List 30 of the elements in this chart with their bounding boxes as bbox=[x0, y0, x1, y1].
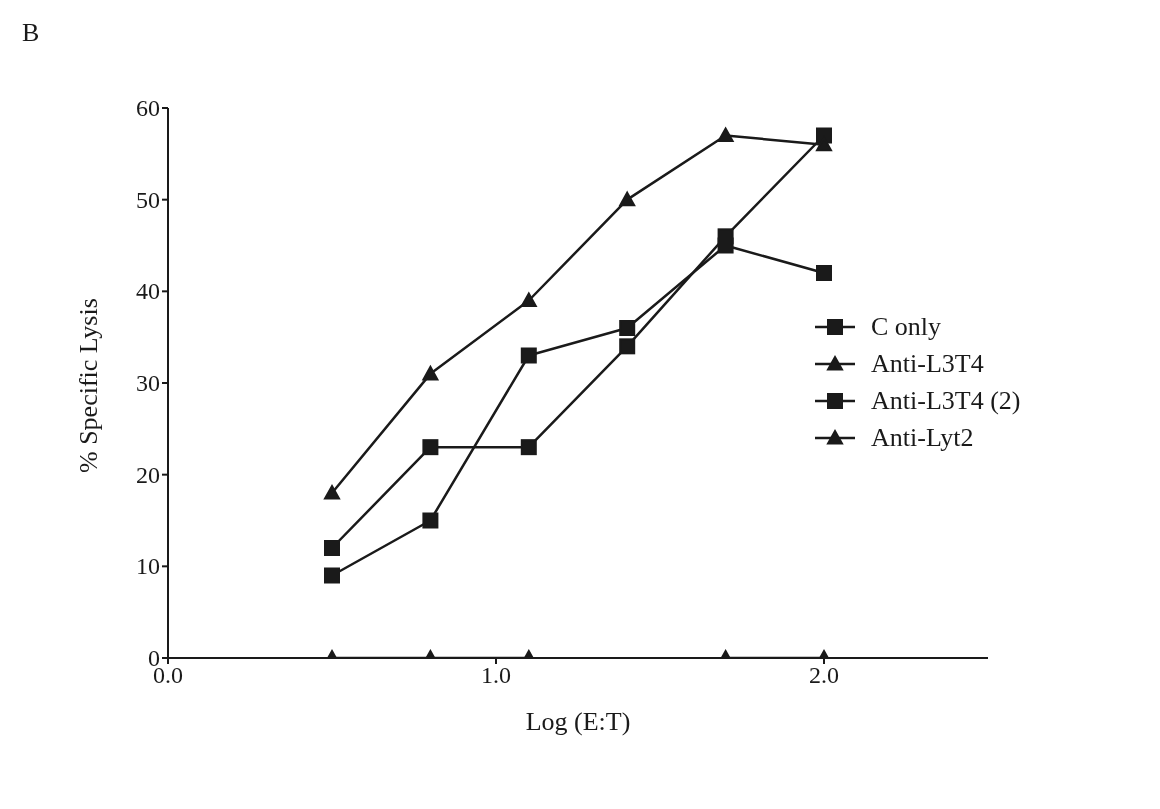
x-tick-label: 1.0 bbox=[481, 662, 511, 689]
point bbox=[816, 265, 832, 281]
point bbox=[324, 540, 340, 556]
legend-label: C only bbox=[871, 311, 942, 342]
y-tick-label: 20 bbox=[136, 461, 160, 488]
point bbox=[520, 292, 537, 308]
point bbox=[324, 567, 340, 584]
point bbox=[422, 439, 439, 456]
y-tick-label: 50 bbox=[136, 186, 160, 213]
x-tick-label: 2.0 bbox=[809, 662, 839, 689]
text: B bbox=[22, 18, 40, 48]
y-tick-label: 40 bbox=[136, 278, 160, 305]
point bbox=[619, 320, 636, 336]
point bbox=[422, 512, 439, 529]
point bbox=[520, 347, 537, 364]
legend-label: Anti-L3T4 bbox=[871, 348, 984, 379]
point bbox=[717, 237, 734, 254]
y-axis-title: % Specific Lysis bbox=[74, 298, 104, 473]
point bbox=[717, 127, 734, 143]
y-tick-label: 10 bbox=[136, 553, 160, 580]
y-tick-label: 60 bbox=[136, 95, 160, 121]
point bbox=[324, 485, 340, 500]
legend-label: Anti-L3T4 (2) bbox=[871, 385, 1021, 416]
legend-label: Anti-Lyt2 bbox=[871, 422, 974, 453]
y-tick-label: 30 bbox=[136, 370, 160, 396]
point bbox=[619, 191, 636, 207]
point bbox=[520, 439, 537, 456]
point bbox=[422, 365, 439, 381]
x-axis-title: Log (E:T) bbox=[525, 707, 631, 736]
point bbox=[619, 338, 636, 355]
